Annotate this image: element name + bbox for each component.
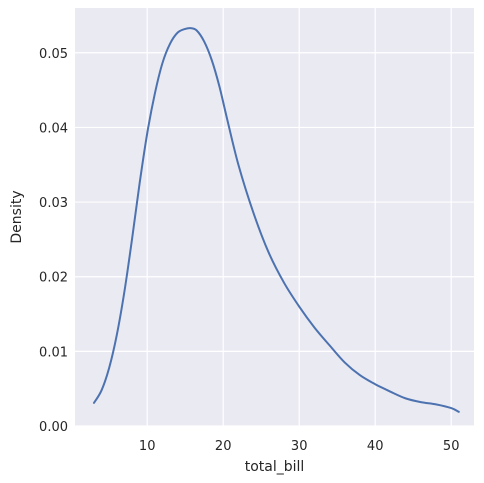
- y-axis-label: Density: [9, 190, 25, 243]
- y-tick-label: 0.03: [39, 196, 68, 211]
- y-tick-label: 0.00: [39, 420, 68, 435]
- y-tick-label: 0.02: [39, 271, 68, 286]
- x-tick-label: 10: [139, 439, 156, 454]
- x-tick-label: 50: [443, 439, 460, 454]
- density-curve: [93, 27, 460, 413]
- plot-background: [75, 8, 474, 426]
- y-tick-label: 0.04: [39, 121, 68, 136]
- x-tick-labels: 10 20 30 40 50: [139, 439, 460, 454]
- x-tick-label: 30: [291, 439, 308, 454]
- x-axis-label: total_bill: [245, 459, 305, 475]
- x-tick-label: 20: [215, 439, 232, 454]
- x-tick-label: 40: [367, 439, 384, 454]
- y-tick-label: 0.01: [39, 345, 68, 360]
- y-tick-labels: 0.00 0.01 0.02 0.03 0.04 0.05: [39, 47, 68, 435]
- grid-lines: [75, 8, 474, 427]
- y-tick-label: 0.05: [39, 47, 68, 62]
